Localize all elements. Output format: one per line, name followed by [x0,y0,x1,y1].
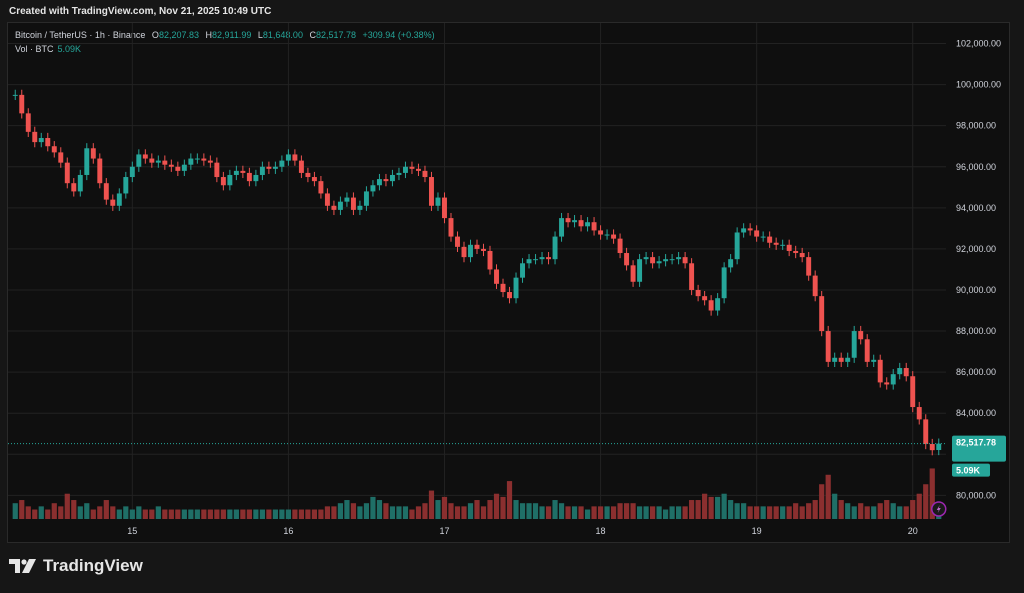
symbol-legend[interactable]: Bitcoin / TetherUS · 1h · Binance O82,20… [15,30,435,40]
change-value: +309.94 (+0.38%) [362,30,435,40]
chart-frame[interactable] [7,22,1010,543]
low-label: L [257,30,263,40]
tradingview-logo[interactable]: TradingView [9,556,143,576]
close-label: C [309,30,316,40]
low-value: 81,648.00 [262,30,303,40]
watermark-text: Created with TradingView.com, Nov 21, 20… [9,6,272,17]
open-value: 82,207.83 [158,30,199,40]
symbol-name[interactable]: Bitcoin / TetherUS · 1h · Binance [15,30,146,40]
brand-name: TradingView [43,556,143,575]
high-value: 82,911.99 [212,30,252,40]
tradingview-logo-icon [9,559,36,573]
close-value: 82,517.78 [315,30,357,40]
volume-value: 5.09K [57,44,82,54]
volume-label: Vol · BTC [15,44,54,54]
high-label: H [205,30,213,40]
volume-legend[interactable]: Vol · BTC 5.09K [15,44,81,54]
open-label: O [151,30,159,40]
